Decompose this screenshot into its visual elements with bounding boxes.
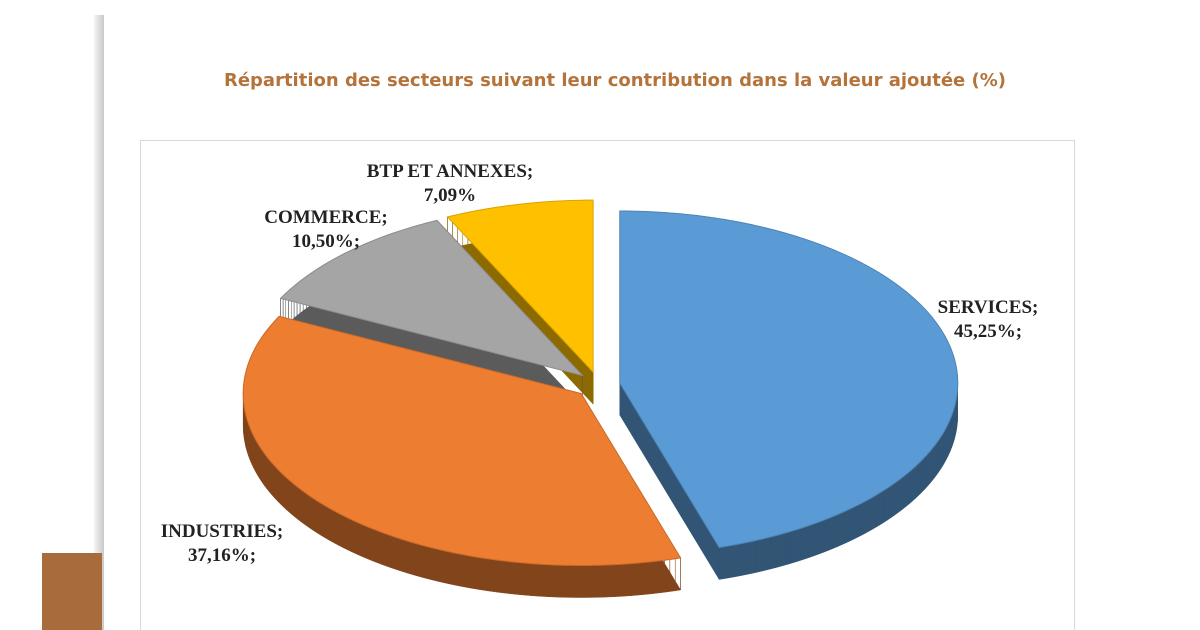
- data-label-value: 45,25%;: [954, 321, 1022, 342]
- data-label-value: 10,50%;: [292, 231, 360, 252]
- data-label-category: INDUSTRIES;: [161, 521, 283, 542]
- data-label-category: BTP ET ANNEXES;: [367, 161, 533, 182]
- data-label-category: COMMERCE;: [264, 207, 387, 228]
- slice: [619, 210, 959, 548]
- side-bar: [94, 15, 104, 630]
- slice: [446, 199, 594, 374]
- slice: [279, 219, 585, 377]
- data-label-category: SERVICES;: [938, 297, 1039, 318]
- slice: [242, 315, 682, 567]
- data-label-value: 37,16%;: [188, 545, 256, 566]
- data-label-value: 7,09%: [424, 185, 476, 206]
- pie: [242, 199, 959, 598]
- corner-block: [42, 553, 102, 630]
- chart-title: Répartition des secteurs suivant leur co…: [224, 70, 1006, 91]
